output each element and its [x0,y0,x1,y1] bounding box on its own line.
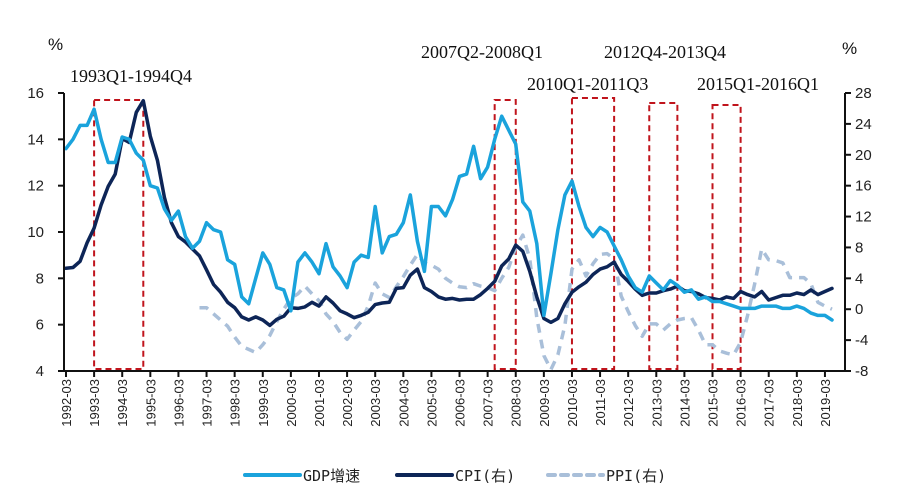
right-axis-tick-label: 4 [855,270,863,287]
highlight-box [93,99,145,370]
x-axis-tick-label: 2019-03 [818,379,833,427]
x-axis-tick-label: 1994-03 [115,379,130,427]
right-axis-tick-label: 8 [855,239,863,256]
x-axis-tick-label: 2006-03 [453,379,468,427]
right-axis-tick-label: 12 [855,209,872,226]
left-axis-unit-label: % [48,35,63,54]
x-axis-tick-label: 1993-03 [87,379,102,427]
x-axis-tick-label: 2010-03 [565,379,580,427]
x-axis-tick-label: 1992-03 [59,379,74,427]
left-axis-tick-label: 10 [27,224,44,241]
legend-label: PPI(右) [606,467,666,485]
x-axis-tick-label: 2001-03 [312,379,327,427]
x-axis-tick-label: 2004-03 [396,379,411,427]
legend-label: CPI(右) [455,467,515,485]
highlight-boxes [93,97,742,370]
left-axis-tick-label: 6 [36,317,44,334]
x-axis-tick-label: 2000-03 [284,379,299,427]
x-axis-tick-label: 1998-03 [228,379,243,427]
x-axis-tick-label: 2017-03 [762,379,777,427]
series-line-cpi [64,98,834,328]
x-axis-tick-label: 2011-03 [593,379,608,426]
x-axis-tick-label: 2018-03 [790,379,805,427]
right-axis-tick-label: -4 [855,332,868,349]
series-lines [64,98,834,372]
highlight-box [648,102,679,370]
right-axis-tick-label: 16 [855,178,872,195]
left-axis-tick-label: 12 [27,178,44,195]
legend: GDP增速 CPI(右) PPI(右) [243,467,666,485]
series-line-gdp [64,107,834,322]
x-axis-tick-label: 1997-03 [200,379,215,427]
left-axis-tick-label: 8 [36,270,44,287]
x-axis-tick-label: 2007-03 [481,379,496,427]
right-axis-unit-label: % [842,39,857,58]
x-axis-tick-label: 2002-03 [340,379,355,427]
x-axis-tick-label: 1996-03 [171,379,186,427]
annotation-label: 2007Q2-2008Q1 [421,42,543,62]
x-axis-tick-label: 2003-03 [368,379,383,427]
left-axis-tick-label: 16 [27,85,44,102]
annotation-label: 2015Q1-2016Q1 [697,74,819,94]
highlight-box [493,99,517,370]
x-axis-tick-label: 2013-03 [649,379,664,427]
annotation-label: 2012Q4-2013Q4 [604,42,726,62]
left-axis-tick-label: 14 [27,131,44,148]
x-axis-tick-label: 2008-03 [509,379,524,427]
right-axis-tick-label: 28 [855,85,872,102]
x-axis-tick-label: 2015-03 [706,379,721,427]
annotation-label: 2010Q1-2011Q3 [527,74,648,94]
highlight-box [711,104,742,370]
x-axis-tick-label: 2005-03 [424,379,439,427]
left-axis-tick-label: 4 [36,363,44,380]
right-axis-tick-label: -8 [855,363,868,380]
x-axis-tick-label: 2009-03 [537,379,552,427]
right-axis-tick-label: 20 [855,147,872,164]
axes: % % 4 6 8 10 12 14 16 -8 -4 0 4 8 12 16 20 24 28 1992-03 1… [27,35,871,427]
legend-label: GDP增速 [303,467,360,485]
annotation-labels: 1993Q1-1994Q4 2007Q2-2008Q1 2010Q1-2011Q3 2… [70,42,819,94]
x-axis-tick-label: 2012-03 [621,379,636,427]
x-axis-tick-label: 2016-03 [734,379,749,427]
x-axis-tick-label: 1995-03 [143,379,158,427]
highlight-box [570,97,616,370]
annotation-label: 1993Q1-1994Q4 [70,66,192,86]
x-axis-tick-label: 2014-03 [677,379,692,427]
x-axis-tick-label: 1999-03 [256,379,271,427]
right-axis-tick-label: 24 [855,116,872,133]
right-axis-tick-label: 0 [855,301,863,318]
